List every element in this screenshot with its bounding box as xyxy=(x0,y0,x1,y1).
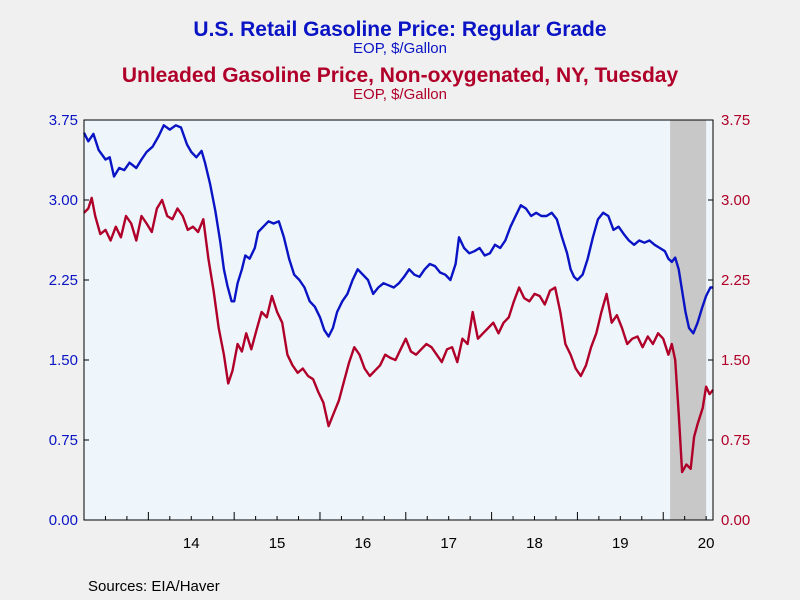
x-tick-label: 17 xyxy=(440,535,457,552)
y-tick-label-left: 2.25 xyxy=(49,272,78,289)
chart-title: U.S. Retail Gasoline Price: Regular Grad… xyxy=(193,18,607,41)
chart-subtitle-2: EOP, $/Gallon xyxy=(353,86,447,103)
x-tick-label: 20 xyxy=(698,535,715,552)
series-line-retail xyxy=(82,124,713,338)
y-tick-label-right: 1.50 xyxy=(721,352,750,369)
y-tick-label-right: 0.75 xyxy=(721,432,750,449)
y-tick-label-left: 3.00 xyxy=(49,192,78,209)
source-note: Sources: EIA/Haver xyxy=(88,578,220,595)
x-tick-label: 18 xyxy=(526,535,543,552)
y-tick-label-left: 1.50 xyxy=(49,352,78,369)
plot-area xyxy=(84,120,713,520)
y-tick-label-left: 0.00 xyxy=(49,512,78,529)
chart-title-2: Unleaded Gasoline Price, Non-oxygenated,… xyxy=(121,64,679,87)
y-tick-label-right: 0.00 xyxy=(721,512,750,529)
series-line-ny xyxy=(83,196,714,474)
y-tick-label-left: 0.75 xyxy=(49,432,78,449)
plot-frame xyxy=(83,119,714,521)
chart-subtitle: EOP, $/Gallon xyxy=(353,40,447,57)
x-tick-label: 19 xyxy=(612,535,629,552)
y-tick-label-right: 3.75 xyxy=(721,112,750,129)
x-tick-label: 14 xyxy=(183,535,200,552)
y-tick-label-right: 2.25 xyxy=(721,272,750,289)
y-tick-label-left: 3.75 xyxy=(49,112,78,129)
x-tick-label: 15 xyxy=(269,535,286,552)
x-tick-label: 16 xyxy=(355,535,372,552)
y-tick-label-right: 3.00 xyxy=(721,192,750,209)
